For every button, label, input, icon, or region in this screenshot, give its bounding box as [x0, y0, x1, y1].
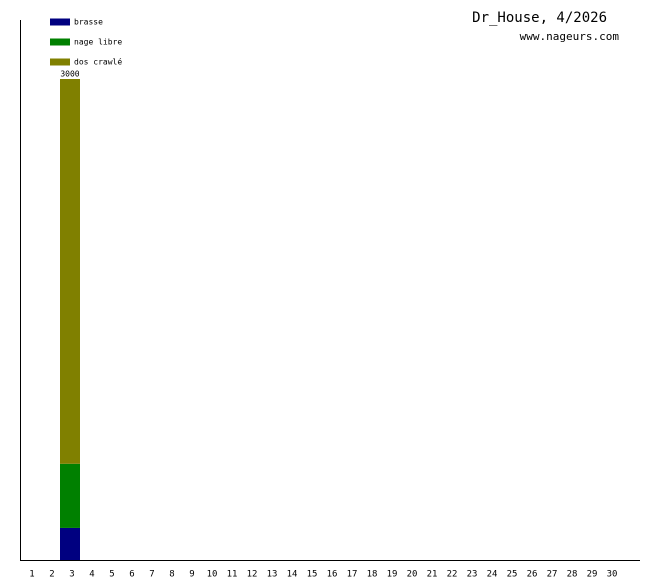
- x-tick-label: 6: [129, 570, 134, 580]
- legend-swatch: [50, 58, 70, 66]
- x-tick-label: 13: [267, 570, 278, 580]
- bar-segment: [60, 463, 80, 528]
- x-tick-label: 7: [149, 570, 154, 580]
- x-tick-label: 17: [347, 570, 358, 580]
- x-tick-label: 29: [587, 570, 598, 580]
- legend-swatch: [50, 18, 70, 26]
- x-tick-label: 11: [227, 570, 238, 580]
- x-tick-label: 23: [467, 570, 478, 580]
- x-tick-label: 15: [307, 570, 318, 580]
- x-tick-label: 1: [29, 570, 34, 580]
- x-tick-label: 5: [109, 570, 114, 580]
- x-tick-label: 26: [527, 570, 538, 580]
- x-tick-label: 21: [427, 570, 438, 580]
- total-label: 3000: [60, 70, 79, 79]
- x-tick-label: 20: [407, 570, 418, 580]
- legend-label: brasse: [74, 18, 103, 27]
- bar-segment: [60, 527, 80, 560]
- legend-label: nage libre: [74, 38, 122, 47]
- x-tick-label: 30: [607, 570, 618, 580]
- x-tick-label: 2: [49, 570, 54, 580]
- x-tick-label: 9: [189, 570, 194, 580]
- x-tick-label: 18: [367, 570, 378, 580]
- legend-swatch: [50, 38, 70, 46]
- x-tick-label: 14: [287, 570, 298, 580]
- x-tick-label: 25: [507, 570, 518, 580]
- x-tick-label: 27: [547, 570, 558, 580]
- x-tick-label: 12: [247, 570, 258, 580]
- x-tick-label: 19: [387, 570, 398, 580]
- x-tick-label: 8: [169, 570, 174, 580]
- x-tick-label: 28: [567, 570, 578, 580]
- x-tick-label: 10: [207, 570, 218, 580]
- x-tick-label: 4: [89, 570, 94, 580]
- bar-segment: [60, 79, 80, 464]
- x-tick-label: 22: [447, 570, 458, 580]
- x-tick-label: 16: [327, 570, 338, 580]
- chart-title: Dr_House, 4/2026: [472, 10, 607, 26]
- x-tick-label: 24: [487, 570, 498, 580]
- chart-subtitle: www.nageurs.com: [520, 30, 620, 43]
- legend-label: dos crawlé: [74, 57, 122, 67]
- x-tick-label: 3: [69, 570, 74, 580]
